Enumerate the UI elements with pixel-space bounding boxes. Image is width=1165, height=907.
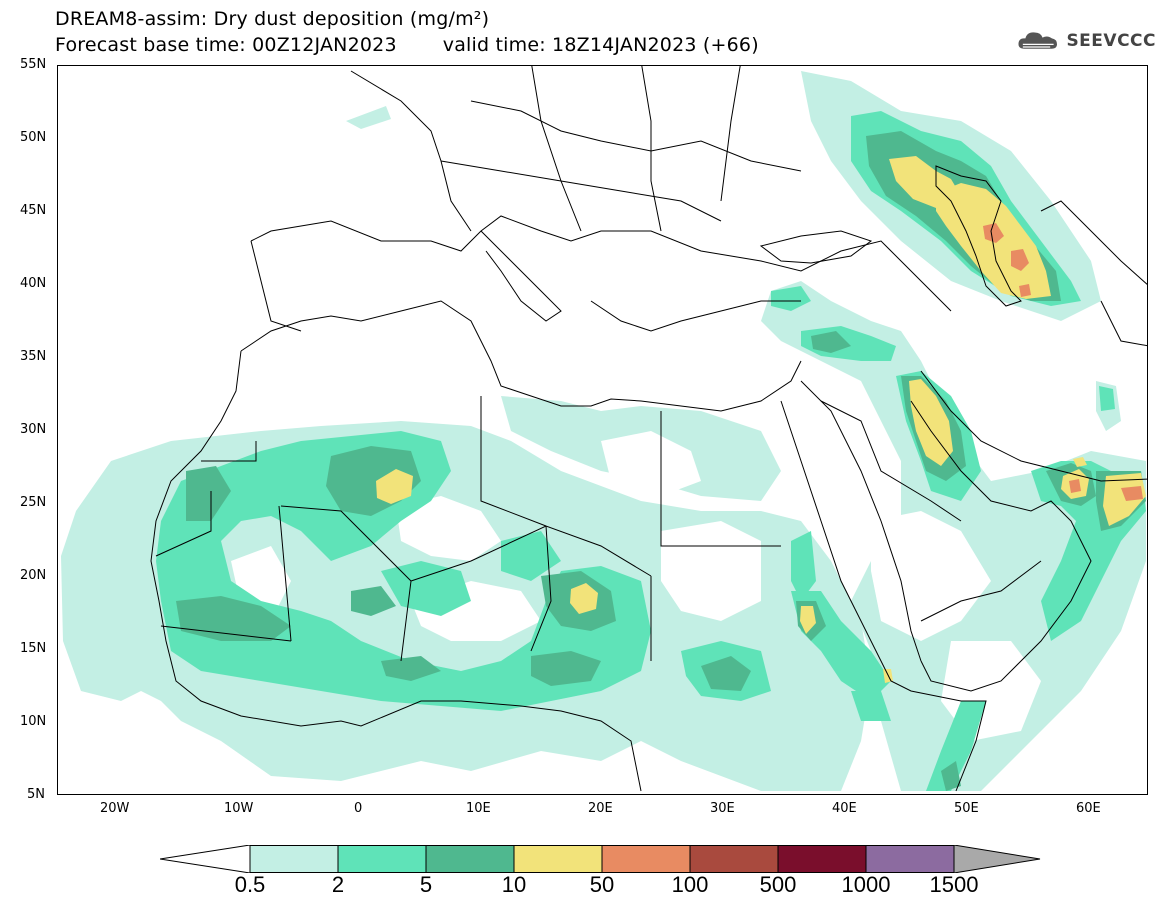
lat-label-5n: 5N <box>27 787 45 802</box>
base-time-label: Forecast base time: 00Z12JAN2023 <box>55 34 397 56</box>
colorbar-label-2: 2 <box>331 872 345 897</box>
lon-label-20e: 20E <box>588 801 613 816</box>
colorbar-swatch-4 <box>514 845 602 873</box>
colorbar-swatch-2 <box>338 845 426 873</box>
cloud-icon <box>1018 32 1058 49</box>
lon-label-10e: 10E <box>466 801 491 816</box>
logo-text: SEEVCCC <box>1066 31 1156 51</box>
colorbar-arrow-low <box>160 845 251 873</box>
map-subtitle: Forecast base time: 00Z12JAN2023 valid ti… <box>55 34 805 56</box>
lat-label-45n: 45N <box>20 203 47 218</box>
lat-label-10n: 10N <box>20 714 47 729</box>
lat-label-30n: 30N <box>20 422 47 437</box>
lon-label-20w: 20W <box>100 801 130 816</box>
lat-label-50n: 50N <box>20 130 47 145</box>
lat-label-25n: 25N <box>20 495 47 510</box>
colorbar-label-100: 100 <box>671 872 709 897</box>
colorbar-swatch-5 <box>602 845 690 873</box>
country-borders <box>150 66 1147 792</box>
map-canvas[interactable] <box>57 65 1148 795</box>
lat-label-40n: 40N <box>20 276 47 291</box>
colorbar-swatch-6 <box>690 845 778 873</box>
lat-label-55n: 55N <box>20 57 47 72</box>
colorbar-arrow-high <box>954 845 1040 873</box>
colorbar-swatch-7 <box>778 845 866 873</box>
lon-label-0: 0 <box>354 801 363 816</box>
dust-level-5 <box>983 223 1143 501</box>
colorbar-swatch-8 <box>866 845 954 873</box>
lat-label-15n: 15N <box>20 641 47 656</box>
colorbar-label-50: 50 <box>589 872 615 897</box>
colorbar-label-0-5: 0.5 <box>234 872 266 897</box>
colorbar-label-500: 500 <box>759 872 797 897</box>
colorbar-swatch-1 <box>250 845 338 873</box>
map-title: DREAM8-assim: Dry dust deposition (mg/m²… <box>55 8 490 30</box>
lat-label-20n: 20N <box>20 568 47 583</box>
dust-map-svg <box>61 66 1147 792</box>
lon-label-10w: 10W <box>224 801 254 816</box>
lat-label-35n: 35N <box>20 349 47 364</box>
colorbar <box>160 845 1041 873</box>
lon-label-50e: 50E <box>954 801 979 816</box>
lon-label-60e: 60E <box>1076 801 1101 816</box>
colorbar-label-1500: 1500 <box>929 872 979 897</box>
colorbar-label-1000: 1000 <box>841 872 891 897</box>
colorbar-label-10: 10 <box>501 872 527 897</box>
valid-time-label: valid time: 18Z14JAN2023 (+66) <box>442 34 759 56</box>
colorbar-label-5: 5 <box>419 872 433 897</box>
seevccc-logo: SEEVCCC <box>1016 24 1156 58</box>
colorbar-swatch-3 <box>426 845 514 873</box>
lon-label-40e: 40E <box>832 801 857 816</box>
lon-label-30e: 30E <box>710 801 735 816</box>
